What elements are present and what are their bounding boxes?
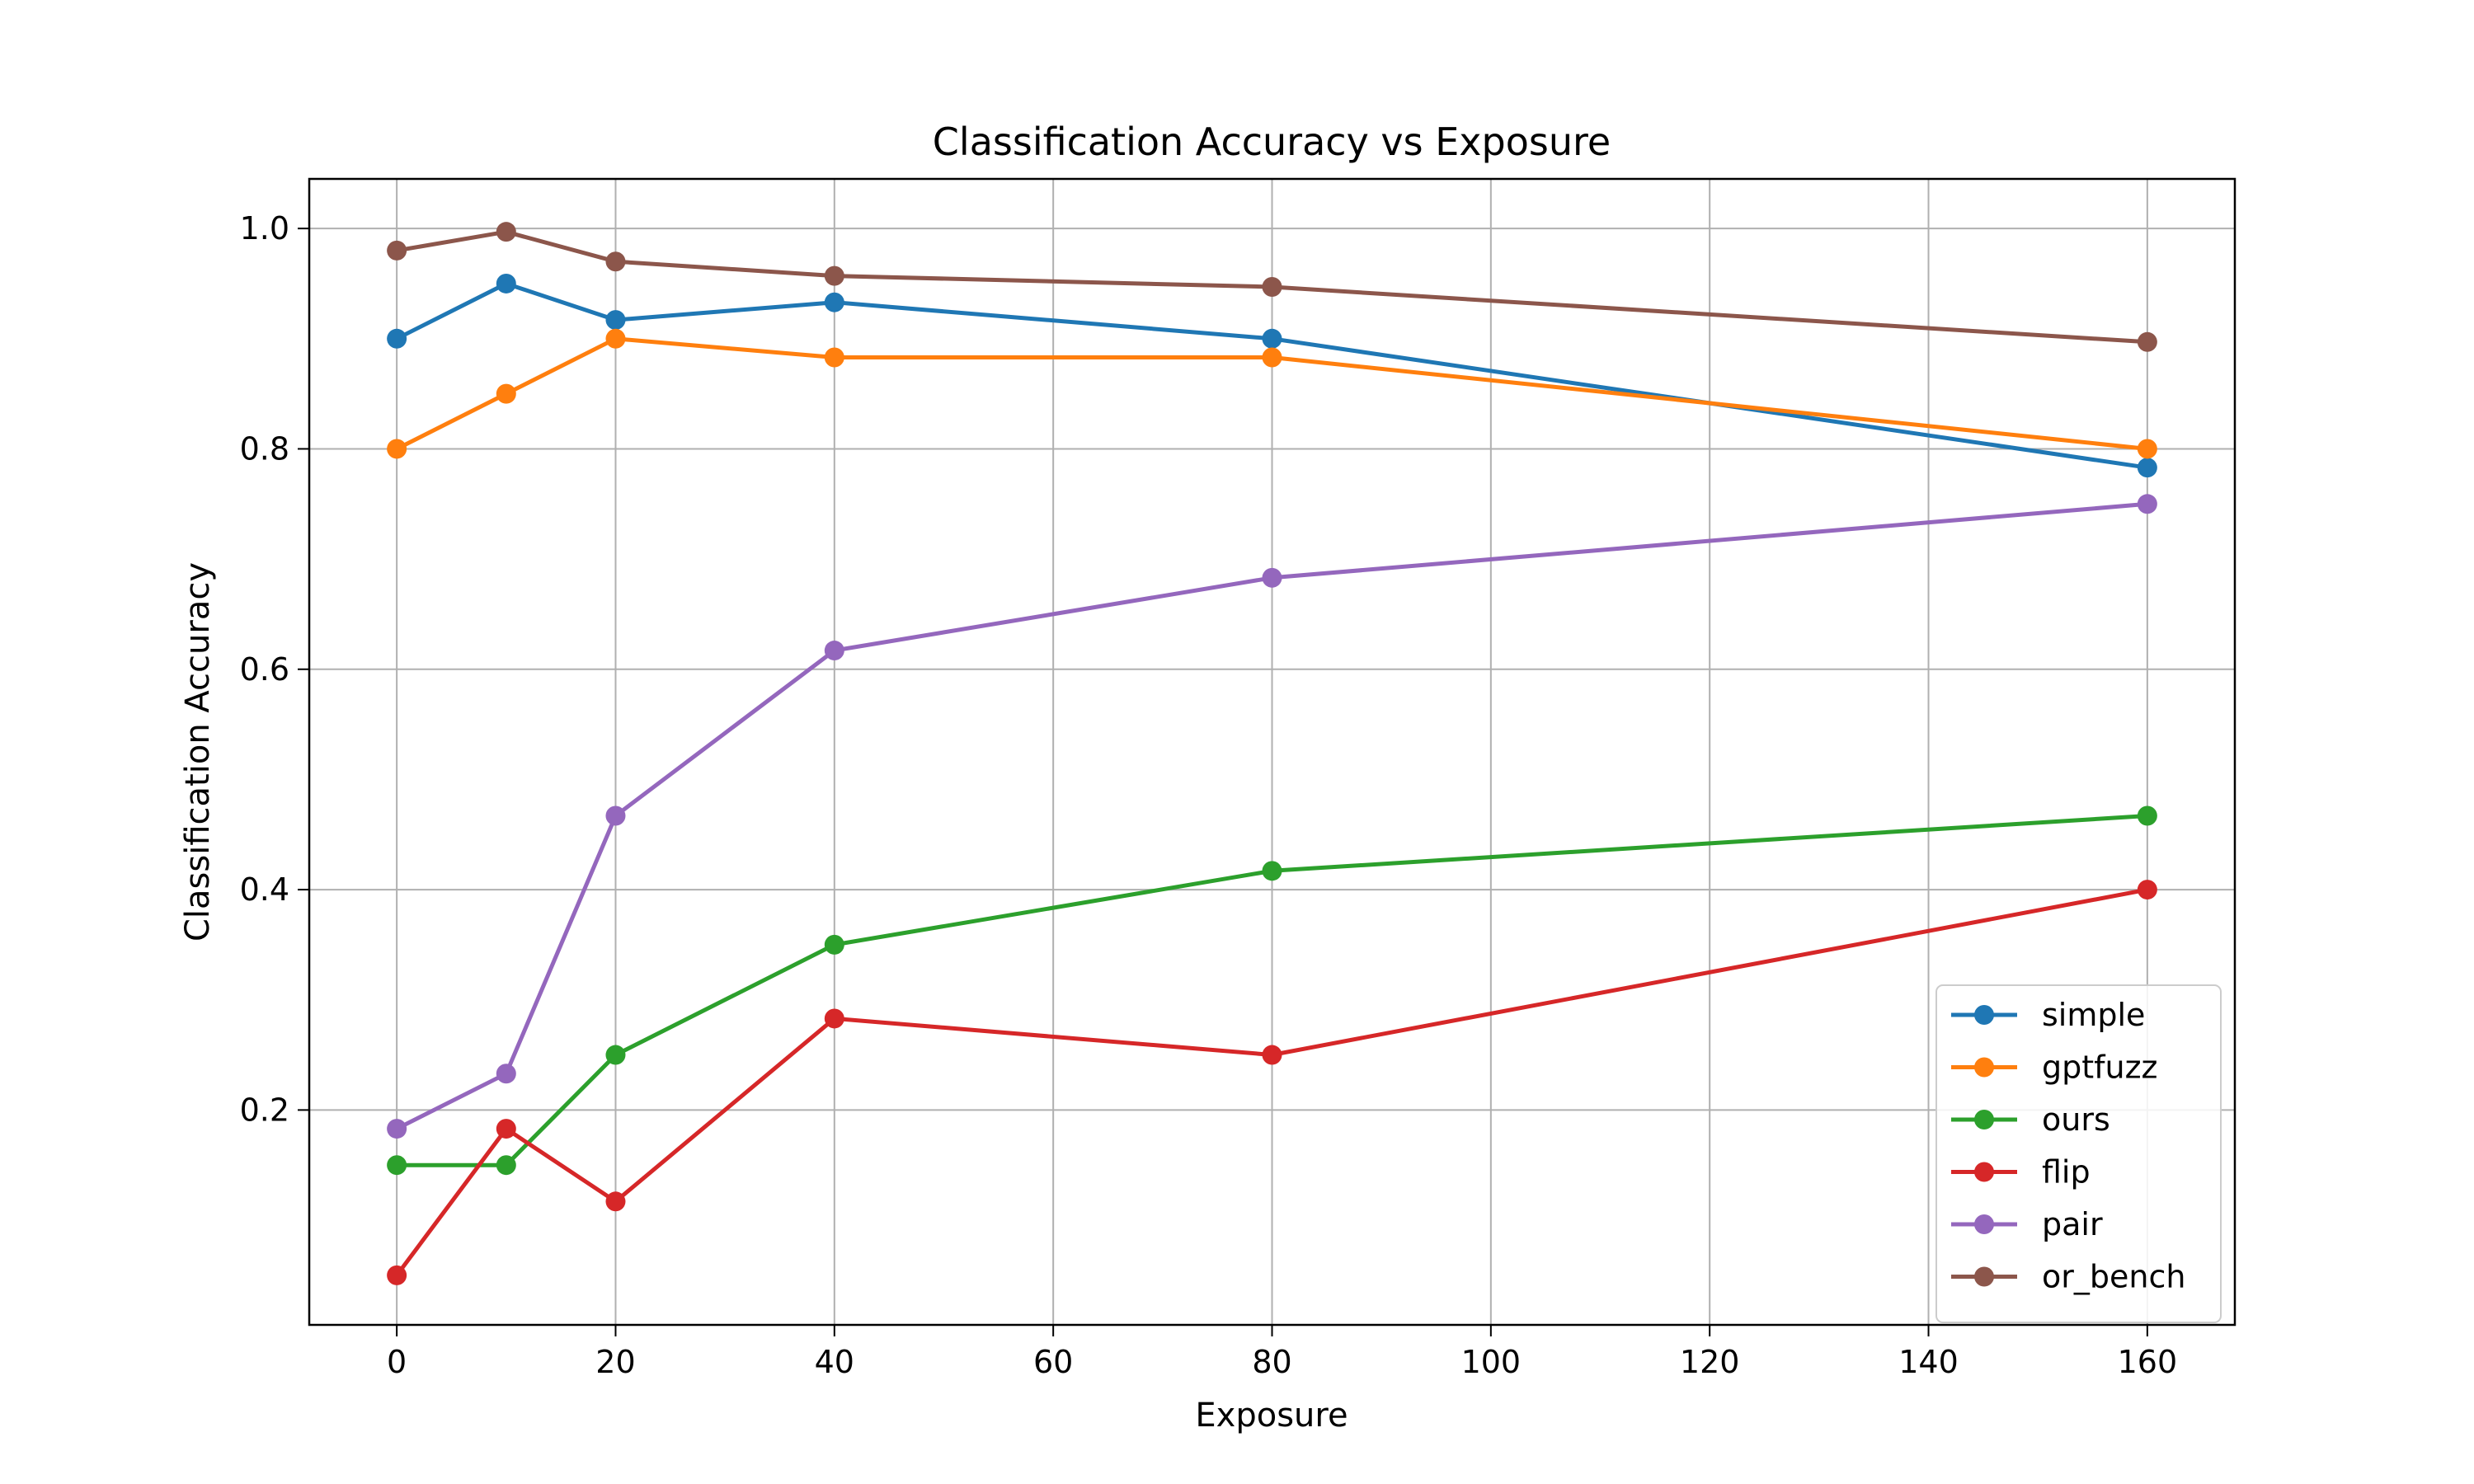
x-tick-label: 60: [1033, 1344, 1073, 1380]
legend: simple gptfuzz ours flip pair or_bench: [1935, 984, 2222, 1323]
data-point-simple: [1262, 328, 1282, 349]
x-tick-label: 100: [1461, 1344, 1522, 1380]
y-tick-label: 1.0: [240, 210, 289, 247]
chart-title: Classification Accuracy vs Exposure: [933, 120, 1611, 164]
data-point-ours: [496, 1155, 516, 1176]
data-point-simple: [605, 310, 626, 331]
series-line-gptfuzz: [395, 336, 2148, 451]
data-point-pair: [605, 805, 626, 826]
data-point-gptfuzz: [1262, 347, 1282, 368]
data-point-or_bench: [2137, 331, 2157, 352]
data-point-ours: [387, 1155, 407, 1176]
series-line-flip: [395, 887, 2148, 1277]
data-point-ours: [1262, 861, 1282, 881]
y-axis-label: Classification Accuracy: [179, 562, 217, 942]
data-point-pair: [496, 1064, 516, 1084]
x-tick-label: 120: [1680, 1344, 1740, 1380]
legend-label: simple: [2042, 997, 2145, 1033]
legend-marker: [1974, 1162, 1994, 1182]
y-axis-ticks: 0.2 0.4 0.6 0.8 1.0: [240, 210, 309, 1128]
data-point-flip: [387, 1265, 407, 1285]
legend-marker: [1974, 1005, 1994, 1025]
y-tick-label: 0.6: [240, 651, 289, 688]
data-point-simple: [387, 328, 407, 349]
legend-marker: [1974, 1266, 1994, 1287]
y-tick-label: 0.8: [240, 430, 289, 467]
series-line-simple: [395, 281, 2148, 470]
x-tick-label: 140: [1898, 1344, 1959, 1380]
legend-label: gptfuzz: [2042, 1050, 2158, 1086]
legend-label: or_bench: [2042, 1259, 2185, 1295]
y-tick-label: 0.2: [240, 1092, 289, 1128]
legend-label: ours: [2042, 1101, 2110, 1138]
data-point-gptfuzz: [496, 383, 516, 404]
x-tick-label: 40: [815, 1344, 854, 1380]
series-markers: [387, 222, 2157, 1285]
data-point-pair: [2137, 494, 2157, 514]
legend-label: pair: [2042, 1206, 2103, 1242]
data-point-ours: [2137, 805, 2157, 826]
legend-marker: [1974, 1110, 1994, 1129]
legend-marker: [1974, 1057, 1994, 1078]
series-lines: [395, 229, 2148, 1277]
data-point-simple: [824, 292, 844, 312]
legend-box: [1935, 984, 2222, 1323]
data-point-gptfuzz: [2137, 439, 2157, 459]
data-point-ours: [824, 934, 844, 955]
data-point-gptfuzz: [605, 328, 626, 349]
data-point-flip: [1262, 1045, 1282, 1065]
x-axis-ticks: 0 20 40 60 80 100 120 140 160: [387, 1325, 2177, 1380]
data-point-pair: [824, 641, 844, 661]
grid-lines: [309, 179, 2235, 1325]
data-point-simple: [496, 273, 516, 294]
data-point-or_bench: [1262, 276, 1282, 297]
data-point-ours: [605, 1045, 626, 1065]
x-tick-label: 160: [2118, 1344, 2178, 1380]
x-axis-label: Exposure: [1195, 1397, 1348, 1435]
data-point-or_bench: [496, 222, 516, 242]
x-tick-label: 0: [387, 1344, 407, 1380]
data-point-pair: [1262, 567, 1282, 588]
y-tick-label: 0.4: [240, 871, 289, 908]
data-point-simple: [2137, 458, 2157, 478]
data-point-flip: [824, 1008, 844, 1029]
data-point-flip: [605, 1191, 626, 1212]
legend-label: flip: [2042, 1154, 2091, 1190]
data-point-or_bench: [387, 240, 407, 261]
data-point-or_bench: [824, 265, 844, 286]
data-point-flip: [496, 1119, 516, 1139]
series-line-ours: [397, 814, 2148, 1167]
data-point-or_bench: [605, 251, 626, 272]
data-point-pair: [387, 1119, 407, 1139]
legend-marker: [1974, 1214, 1994, 1234]
series-line-pair: [395, 501, 2148, 1131]
x-tick-label: 20: [595, 1344, 635, 1380]
data-point-gptfuzz: [387, 439, 407, 459]
series-line-or_bench: [396, 229, 2148, 345]
data-point-gptfuzz: [824, 347, 844, 368]
data-point-flip: [2137, 880, 2157, 900]
x-tick-label: 80: [1252, 1344, 1291, 1380]
